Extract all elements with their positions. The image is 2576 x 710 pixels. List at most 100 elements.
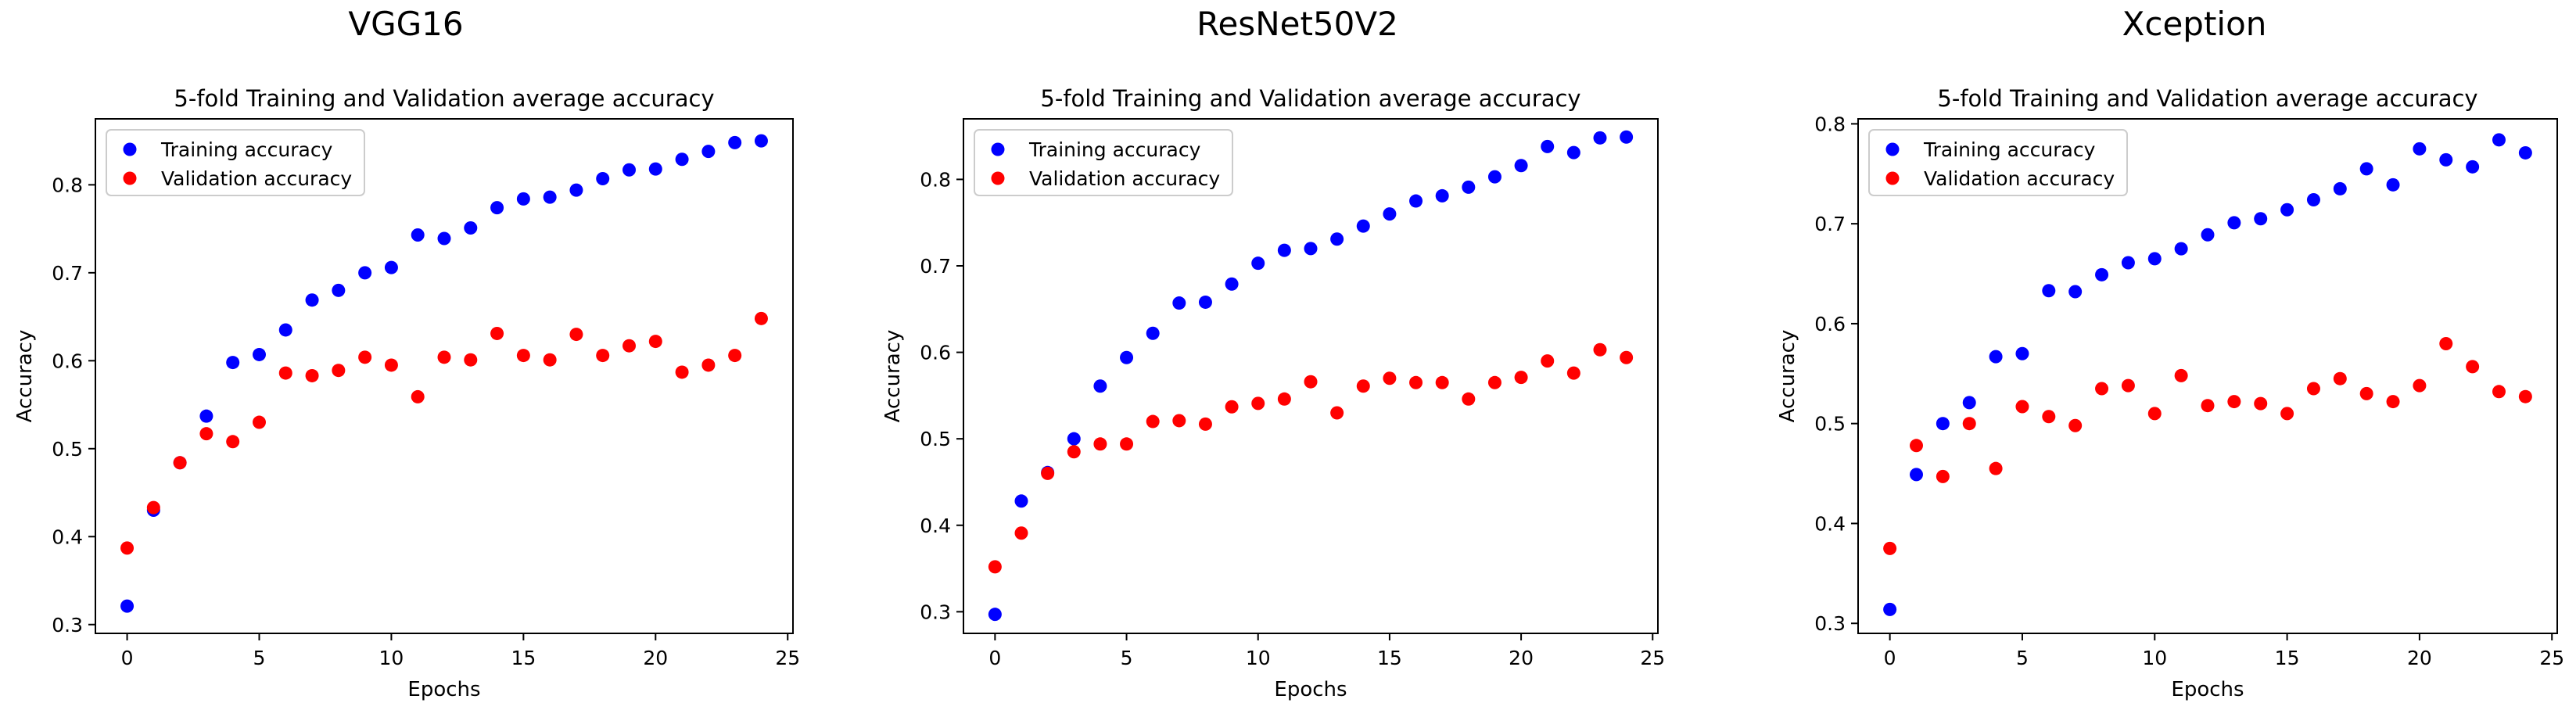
data-point-training	[1304, 242, 1318, 256]
data-point-validation	[2174, 368, 2188, 382]
x-axis-label: Epochs	[407, 678, 480, 701]
data-point-validation	[1356, 379, 1370, 393]
data-point-validation	[1251, 396, 1265, 411]
model-title-resnet50v2: ResNet50V2	[1197, 5, 1398, 43]
data-point-validation	[701, 358, 716, 372]
data-point-training	[1883, 602, 1897, 616]
data-point-validation	[2413, 378, 2427, 393]
y-axis-label: Accuracy	[881, 330, 905, 423]
data-point-validation	[1514, 371, 1528, 385]
legend-marker-validation	[991, 171, 1005, 185]
data-point-training	[2254, 212, 2268, 226]
y-tick-label: 0.3	[52, 614, 83, 636]
y-tick-label: 0.6	[52, 350, 83, 372]
data-point-validation	[1383, 371, 1397, 385]
data-point-training	[701, 145, 716, 159]
legend-marker-validation	[1885, 171, 1900, 185]
data-point-training	[1435, 188, 1449, 203]
data-point-validation	[2306, 382, 2320, 396]
data-point-training	[358, 266, 372, 280]
legend-marker-validation	[123, 171, 137, 185]
data-point-training	[384, 260, 398, 274]
data-point-validation	[2201, 399, 2215, 413]
legend-marker-training	[991, 142, 1005, 156]
data-point-validation	[120, 541, 135, 555]
y-tick-label: 0.5	[920, 428, 951, 450]
data-point-training	[1146, 326, 1160, 340]
data-point-training	[728, 135, 742, 149]
data-point-validation	[1989, 461, 2003, 475]
y-tick-label: 0.4	[1814, 512, 1846, 535]
x-tick-label: 20	[2407, 647, 2432, 669]
data-point-validation	[358, 350, 372, 364]
data-point-validation	[490, 326, 504, 340]
x-tick-label: 5	[2016, 647, 2029, 669]
legend-label-validation: Validation accuracy	[161, 167, 352, 190]
data-point-validation	[2518, 389, 2532, 403]
data-point-training	[988, 608, 1002, 622]
y-tick-label: 0.8	[52, 174, 83, 196]
legend-marker-training	[1885, 142, 1900, 156]
data-point-validation	[2068, 418, 2083, 432]
model-title-vgg16: VGG16	[348, 5, 464, 43]
y-tick-label: 0.7	[52, 262, 83, 285]
data-point-training	[1120, 350, 1134, 364]
data-point-validation	[1566, 366, 1580, 380]
data-point-validation	[988, 560, 1002, 574]
data-point-training	[754, 134, 768, 148]
data-point-training	[1514, 159, 1528, 173]
data-point-validation	[1198, 417, 1212, 431]
data-point-training	[2518, 145, 2532, 160]
data-point-validation	[1910, 439, 1923, 453]
data-point-validation	[1541, 354, 1555, 368]
y-tick-label: 0.5	[52, 438, 83, 461]
y-axis-label: Accuracy	[1776, 330, 1799, 423]
data-point-training	[1541, 139, 1555, 153]
data-point-training	[2439, 152, 2453, 167]
data-point-validation	[332, 364, 346, 378]
data-point-training	[2121, 256, 2135, 270]
x-tick-label: 15	[1377, 647, 1402, 669]
data-point-validation	[754, 311, 768, 325]
data-point-training	[1409, 194, 1423, 208]
data-point-training	[2147, 252, 2162, 266]
data-point-validation	[1146, 414, 1160, 429]
data-point-validation	[2386, 395, 2400, 409]
data-point-validation	[1593, 342, 1607, 357]
data-point-training	[305, 293, 319, 307]
data-point-training	[437, 231, 451, 246]
data-point-training	[252, 347, 266, 361]
legend-box	[106, 129, 365, 196]
legend-box	[1868, 129, 2128, 196]
data-point-validation	[596, 349, 610, 363]
chart-panel-resnet50v2: ResNet50V2 5-fold Training and Validatio…	[868, 0, 1727, 710]
data-point-training	[2306, 192, 2320, 206]
legend-label-training: Training accuracy	[1028, 138, 1201, 161]
data-point-training	[2280, 203, 2294, 217]
data-point-validation	[1014, 526, 1028, 540]
data-point-validation	[199, 427, 213, 441]
data-point-training	[1620, 130, 1634, 144]
data-point-training	[1277, 243, 1291, 257]
data-point-validation	[2042, 410, 2056, 424]
data-point-validation	[2147, 407, 2162, 421]
y-tick-label: 0.7	[1814, 213, 1846, 235]
data-point-training	[1330, 232, 1344, 246]
chart-panel-vgg16: VGG16 5-fold Training and Validation ave…	[0, 0, 859, 710]
data-point-training	[2413, 142, 2427, 156]
legend-marker-training	[123, 142, 137, 156]
data-point-training	[1251, 256, 1265, 271]
y-tick-label: 0.4	[52, 525, 83, 548]
data-point-training	[2386, 178, 2400, 192]
x-tick-label: 25	[1640, 647, 1665, 669]
chart-vgg16: 5-fold Training and Validation average a…	[13, 85, 800, 701]
data-point-validation	[569, 328, 583, 342]
plot-frame	[95, 118, 794, 634]
data-point-validation	[1277, 392, 1291, 406]
data-point-training	[464, 221, 478, 235]
data-point-training	[1989, 350, 2003, 364]
x-axis-label: Epochs	[1274, 678, 1347, 701]
data-point-training	[1172, 296, 1186, 310]
data-point-training	[1067, 432, 1081, 446]
data-point-validation	[1225, 400, 1239, 414]
